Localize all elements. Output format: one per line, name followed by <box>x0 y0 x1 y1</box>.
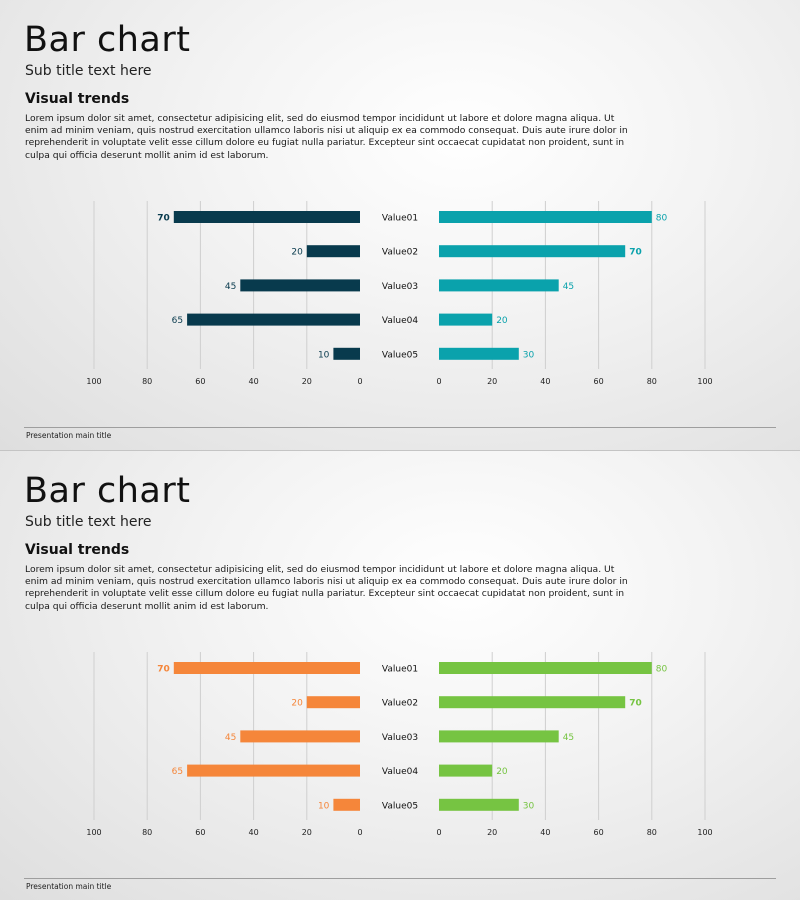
butterfly-bar-chart: 0 0 20 20 40 40 60 60 80 80 100 100 Value01 70 80 Value… <box>86 201 713 386</box>
footer-text: Presentation main title <box>26 882 112 891</box>
tick-label-right: 60 <box>594 828 604 837</box>
category-label: Value04 <box>382 767 418 777</box>
data-label-left: 70 <box>157 665 170 675</box>
slide-title: Bar chart <box>24 471 191 511</box>
data-label-left: 45 <box>225 282 236 292</box>
bar-right <box>439 279 559 292</box>
data-label-left: 65 <box>172 767 183 777</box>
data-label-left: 65 <box>172 316 183 326</box>
tick-label-left: 100 <box>86 377 101 386</box>
data-label-left: 20 <box>291 699 303 709</box>
tick-label-left: 0 <box>357 377 362 386</box>
bar-left <box>187 313 360 326</box>
data-label-left: 10 <box>318 350 330 360</box>
tick-label-right: 20 <box>487 377 497 386</box>
data-label-right: 70 <box>629 699 642 709</box>
data-label-right: 20 <box>496 767 508 777</box>
section-heading: Visual trends <box>25 91 130 107</box>
tick-label-left: 20 <box>302 377 312 386</box>
data-label-left: 70 <box>157 214 170 224</box>
bar-left <box>173 662 360 674</box>
bar-right <box>439 696 626 709</box>
body-paragraph: Lorem ipsum dolor sit amet, consectetur … <box>25 564 628 612</box>
slide-subtitle: Sub title text here <box>25 63 152 79</box>
tick-label-right: 100 <box>697 377 712 386</box>
data-label-right: 45 <box>563 282 574 292</box>
footer-text: Presentation main title <box>26 431 112 440</box>
tick-label-right: 40 <box>540 377 550 386</box>
slide-1: Bar chart Sub title text here Visual tre… <box>0 0 800 450</box>
tick-label-right: 60 <box>594 377 604 386</box>
bar-left <box>333 798 360 811</box>
tick-label-left: 80 <box>142 377 152 386</box>
data-label-right: 70 <box>629 248 642 258</box>
category-label: Value01 <box>382 214 418 224</box>
data-label-left: 45 <box>225 733 236 743</box>
bar-right <box>439 730 559 743</box>
tick-label-right: 40 <box>540 828 550 837</box>
bar-right <box>439 798 519 811</box>
tick-label-right: 0 <box>436 377 441 386</box>
bar-right <box>439 347 519 360</box>
category-label: Value02 <box>382 699 418 709</box>
slide-2: Bar chart Sub title text here Visual tre… <box>0 450 800 900</box>
category-label: Value05 <box>382 801 418 811</box>
data-label-right: 20 <box>496 316 508 326</box>
bar-right <box>439 662 652 674</box>
tick-label-left: 80 <box>142 828 152 837</box>
tick-label-left: 40 <box>249 828 259 837</box>
bar-right <box>439 245 626 258</box>
bar-left <box>306 696 360 709</box>
bar-left <box>173 211 360 223</box>
data-label-left: 20 <box>291 248 303 258</box>
category-label: Value04 <box>382 316 418 326</box>
data-label-right: 80 <box>656 665 668 675</box>
data-label-right: 45 <box>563 733 574 743</box>
bar-left <box>333 347 360 360</box>
tick-label-left: 60 <box>195 828 205 837</box>
bar-left <box>240 279 360 292</box>
section-heading: Visual trends <box>25 542 130 558</box>
tick-label-left: 0 <box>357 828 362 837</box>
data-label-right: 30 <box>523 801 535 811</box>
data-label-left: 10 <box>318 801 330 811</box>
bar-right <box>439 764 493 777</box>
bar-left <box>306 245 360 258</box>
data-label-right: 30 <box>523 350 535 360</box>
tick-label-left: 40 <box>249 377 259 386</box>
slide-title: Bar chart <box>24 20 191 60</box>
footer-divider <box>24 427 776 428</box>
butterfly-bar-chart: 0 0 20 20 40 40 60 60 80 80 100 100 Value01 70 80 Value… <box>86 652 713 837</box>
data-label-right: 80 <box>656 214 668 224</box>
category-label: Value03 <box>382 282 418 292</box>
tick-label-right: 80 <box>647 377 657 386</box>
slide-subtitle: Sub title text here <box>25 514 152 530</box>
tick-label-left: 20 <box>302 828 312 837</box>
bar-left <box>240 730 360 743</box>
bar-left <box>187 764 360 777</box>
tick-label-right: 80 <box>647 828 657 837</box>
tick-label-right: 0 <box>436 828 441 837</box>
body-paragraph: Lorem ipsum dolor sit amet, consectetur … <box>25 113 628 161</box>
category-label: Value01 <box>382 665 418 675</box>
tick-label-left: 60 <box>195 377 205 386</box>
category-label: Value03 <box>382 733 418 743</box>
tick-label-right: 20 <box>487 828 497 837</box>
category-label: Value02 <box>382 248 418 258</box>
bar-right <box>439 211 652 223</box>
category-label: Value05 <box>382 350 418 360</box>
footer-divider <box>24 878 776 879</box>
tick-label-left: 100 <box>86 828 101 837</box>
bar-right <box>439 313 493 326</box>
tick-label-right: 100 <box>697 828 712 837</box>
